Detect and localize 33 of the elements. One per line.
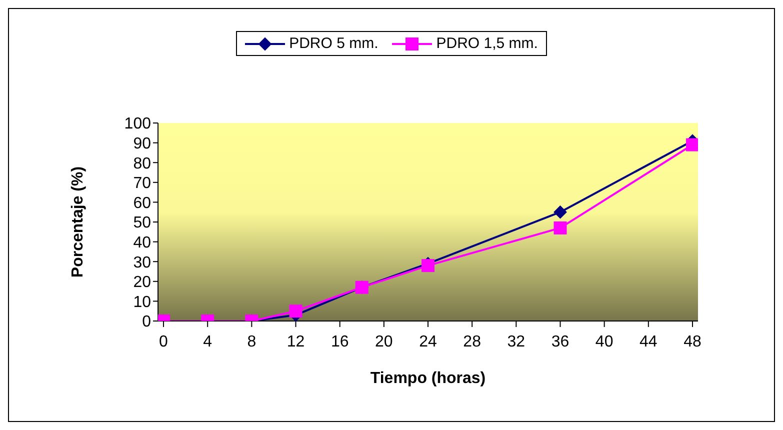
y-tick-label: 90: [133, 135, 152, 152]
y-axis-title: Porcentaje (%): [70, 166, 87, 278]
x-tick-label: 28: [463, 333, 482, 350]
x-tick-label: 32: [507, 333, 526, 350]
point: [422, 259, 434, 272]
x-tick-label: 0: [159, 333, 168, 350]
x-tick-label: 48: [684, 333, 702, 350]
y-tick-label: 40: [133, 234, 152, 252]
y-tick-label: 0: [142, 314, 152, 331]
x-tick-label: 4: [203, 333, 212, 350]
legend-label: PDRO 1,5 mm.: [436, 35, 538, 52]
x-tick-label: 20: [375, 333, 393, 350]
y-tick-label: 80: [133, 155, 152, 172]
point: [554, 206, 567, 219]
y-tick-label: 20: [133, 274, 152, 292]
x-tick-label: 8: [247, 333, 256, 350]
x-tick-label: 40: [595, 333, 614, 350]
y-tick-label: 10: [133, 294, 152, 311]
y-tick-label: 70: [133, 175, 152, 192]
y-tick-label: 100: [124, 116, 152, 133]
x-tick-label: 12: [286, 333, 305, 350]
x-tick-label: 16: [330, 333, 349, 350]
point: [289, 304, 302, 318]
point: [686, 138, 698, 152]
point: [554, 221, 567, 234]
x-tick-label: 44: [640, 333, 658, 350]
x-tick-label: 36: [551, 333, 570, 350]
x-axis-title: Tiempo (horas): [370, 370, 486, 387]
legend-label: PDRO 5 mm.: [289, 35, 378, 52]
y-tick-label: 50: [133, 214, 152, 232]
y-tick-label: 30: [133, 254, 152, 272]
x-tick-label: 24: [419, 333, 437, 350]
y-tick-label: 60: [133, 194, 152, 212]
